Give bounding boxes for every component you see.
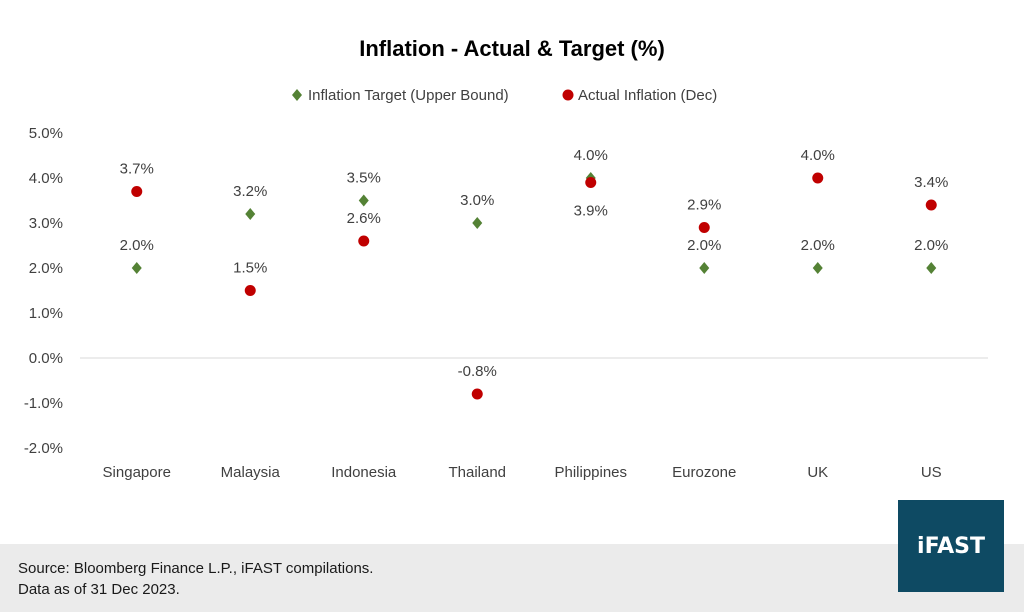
target-point — [699, 262, 710, 274]
y-tick-label: 1.0% — [29, 305, 63, 322]
actual-data-label: 4.0% — [801, 147, 835, 164]
x-category-label: UK — [807, 464, 828, 481]
actual-point — [471, 388, 483, 400]
chart-footer: Source: Bloomberg Finance L.P., iFAST co… — [0, 544, 1024, 612]
y-tick-label: 3.0% — [29, 215, 63, 232]
actual-point — [131, 186, 143, 197]
actual-point — [812, 172, 824, 184]
actual-point — [698, 222, 710, 233]
actual-point — [244, 285, 256, 296]
legend-marker-actual — [562, 89, 574, 101]
target-point — [131, 262, 142, 274]
actual-point — [585, 177, 597, 188]
actual-point — [925, 199, 937, 211]
x-category-label: Indonesia — [331, 464, 397, 481]
target-point — [926, 262, 937, 274]
actual-data-label: 3.9% — [574, 203, 608, 220]
target-data-label: 3.5% — [347, 170, 381, 187]
actual-data-label: 3.7% — [120, 161, 154, 178]
y-tick-label: 2.0% — [29, 260, 63, 277]
x-category-label: US — [921, 464, 942, 481]
target-point — [358, 194, 369, 207]
legend-label-target: Inflation Target (Upper Bound) — [308, 87, 509, 104]
target-point — [245, 208, 256, 220]
actual-point — [358, 235, 370, 247]
target-point — [472, 217, 483, 229]
target-data-label: 4.0% — [574, 147, 608, 164]
chart: Inflation - Actual & Target (%) Inflation… — [24, 36, 988, 481]
ifast-logo: iFAST — [898, 500, 1004, 592]
x-category-label: Philippines — [554, 464, 627, 481]
y-tick-label: 5.0% — [29, 125, 63, 142]
target-data-label: 2.0% — [914, 237, 948, 254]
logo-text: iFAST — [917, 533, 985, 559]
y-tick-label: 4.0% — [29, 170, 63, 187]
actual-data-label: -0.8% — [458, 363, 497, 380]
y-tick-label: -1.0% — [24, 395, 63, 412]
legend-marker-target — [292, 89, 302, 101]
y-tick-label: -2.0% — [24, 440, 63, 457]
actual-data-label: 1.5% — [233, 260, 267, 277]
x-category-label: Thailand — [448, 464, 506, 481]
target-data-label: 3.0% — [460, 192, 494, 209]
actual-data-label: 2.9% — [687, 197, 721, 214]
x-category-label: Malaysia — [221, 464, 281, 481]
target-data-label: 2.0% — [120, 237, 154, 254]
actual-data-label: 3.4% — [914, 174, 948, 191]
x-category-label: Eurozone — [672, 464, 736, 481]
legend-label-actual: Actual Inflation (Dec) — [578, 87, 717, 104]
target-point — [812, 262, 823, 274]
actual-data-label: 2.6% — [347, 210, 381, 227]
chart-title: Inflation - Actual & Target (%) — [359, 36, 665, 61]
target-data-label: 2.0% — [687, 237, 721, 254]
date-note: Data as of 31 Dec 2023. — [18, 581, 180, 598]
target-data-label: 3.2% — [233, 183, 267, 200]
x-category-label: Singapore — [103, 464, 171, 481]
source-note: Source: Bloomberg Finance L.P., iFAST co… — [18, 560, 374, 577]
y-tick-label: 0.0% — [29, 350, 63, 367]
target-data-label: 2.0% — [801, 237, 835, 254]
